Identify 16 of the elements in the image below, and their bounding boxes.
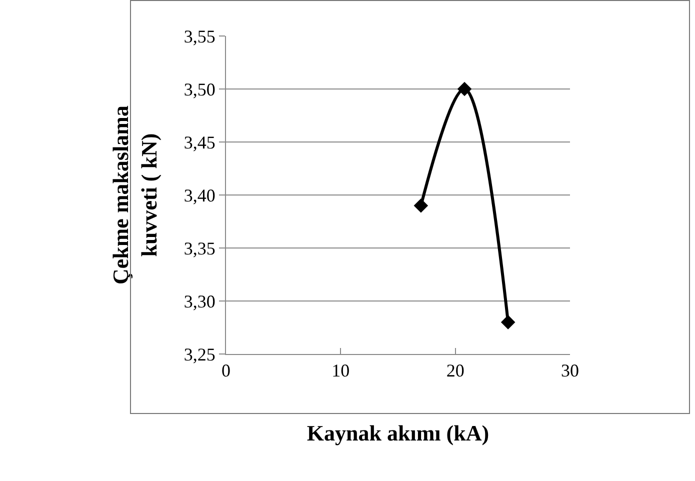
y-tick-label: 3,35: [184, 238, 216, 258]
x-tick-label: 0: [222, 360, 230, 381]
point: [500, 315, 516, 330]
y-tick-label: 3,30: [184, 291, 216, 312]
x-tick-label: 20: [446, 360, 464, 381]
point: [457, 82, 472, 96]
y-tick-label: 3,25: [184, 344, 216, 364]
x-axis-title: Kaynak akımı (kA): [306, 420, 490, 446]
y-tick-label: 3,40: [184, 185, 216, 206]
y-tick-label: 3,50: [184, 79, 216, 100]
point: [414, 198, 428, 213]
y-tick-label: 3,45: [184, 132, 216, 152]
x-tick-label: 10: [332, 360, 350, 381]
x-tick-label: 30: [561, 360, 579, 381]
y-axis-title: Çekme makaslama kuvveti ( kN): [108, 105, 162, 285]
y-tick-label: 3,55: [184, 26, 216, 46]
